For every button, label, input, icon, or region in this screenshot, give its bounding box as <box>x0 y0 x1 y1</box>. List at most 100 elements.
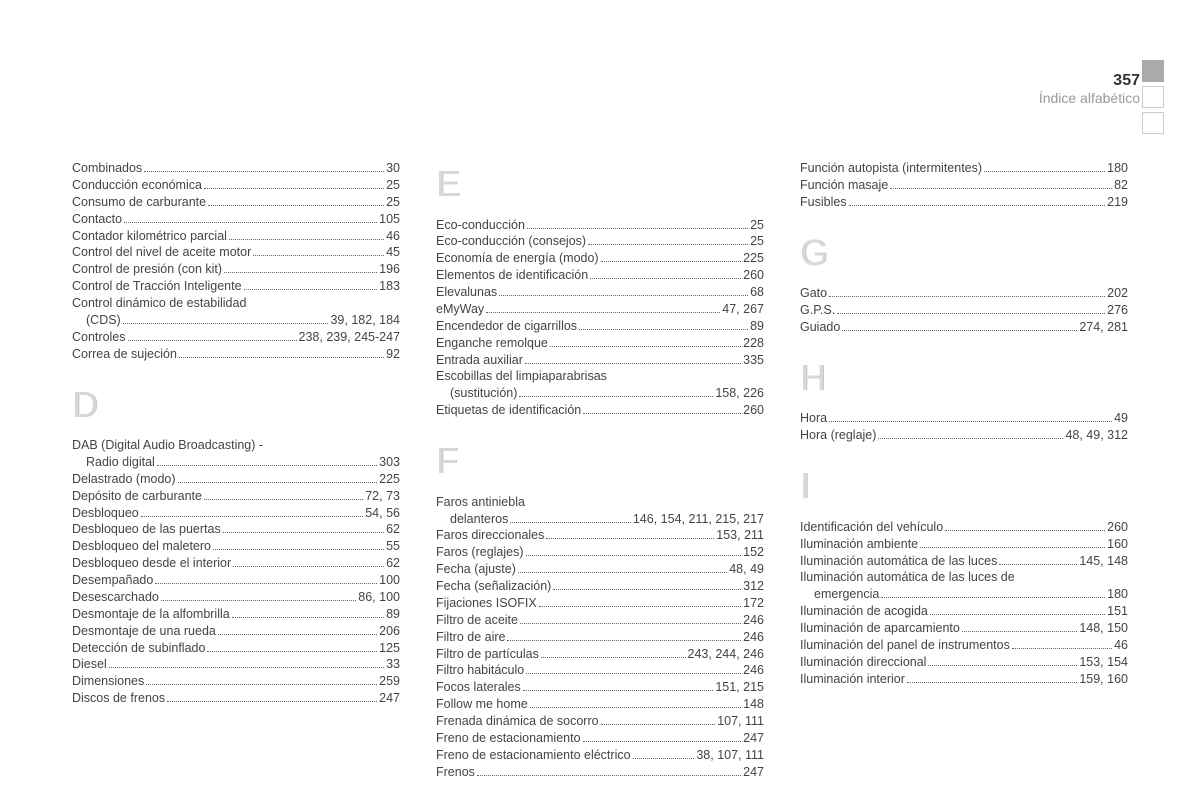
index-entry: (CDS)39, 182, 184 <box>72 312 400 329</box>
entry-dots <box>890 188 1112 189</box>
entry-label: Filtro habitáculo <box>436 662 524 679</box>
index-entry: Etiquetas de identificación260 <box>436 402 764 419</box>
index-entry: Control de Tracción Inteligente183 <box>72 278 400 295</box>
index-entry: Dimensiones259 <box>72 673 400 690</box>
entry-page: 247 <box>379 690 400 707</box>
entry-dots <box>526 673 741 674</box>
index-entry: Controles238, 239, 245-247 <box>72 329 400 346</box>
index-entry: DAB (Digital Audio Broadcasting) - <box>72 437 400 454</box>
entry-page: 38, 107, 111 <box>696 747 764 764</box>
entry-dots <box>157 465 377 466</box>
entry-label: Freno de estacionamiento <box>436 730 581 747</box>
index-entry: Desbloqueo del maletero55 <box>72 538 400 555</box>
page-header: 357 Índice alfabético <box>1039 72 1140 106</box>
entry-page: 25 <box>386 194 400 211</box>
entry-label: Faros direccionales <box>436 527 544 544</box>
index-entry: Filtro de aceite246 <box>436 612 764 629</box>
index-entry: Fijaciones ISOFIX172 <box>436 595 764 612</box>
index-entry: Desbloqueo desde el interior62 <box>72 555 400 572</box>
index-entry: Radio digital303 <box>72 454 400 471</box>
entry-page: 274, 281 <box>1079 319 1128 336</box>
index-entry: Fecha (ajuste)48, 49 <box>436 561 764 578</box>
entry-dots <box>486 312 720 313</box>
entry-label: Función masaje <box>800 177 888 194</box>
entry-page: 125 <box>379 640 400 657</box>
entry-page: 48, 49 <box>729 561 764 578</box>
entry-dots <box>541 657 686 658</box>
entry-page: 92 <box>386 346 400 363</box>
entry-dots <box>204 188 384 189</box>
index-entry: Iluminación del panel de instrumentos46 <box>800 637 1128 654</box>
index-entry: Frenada dinámica de socorro107, 111 <box>436 713 764 730</box>
entry-label: emergencia <box>814 586 879 603</box>
entry-dots <box>984 171 1105 172</box>
entry-page: 247 <box>743 764 764 781</box>
entry-page: 158, 226 <box>715 385 764 402</box>
entry-label: Iluminación automática de las luces <box>800 553 997 570</box>
entry-page: 196 <box>379 261 400 278</box>
index-entry: eMyWay47, 267 <box>436 301 764 318</box>
index-entry: delanteros146, 154, 211, 215, 217 <box>436 511 764 528</box>
entry-label: Gato <box>800 285 827 302</box>
index-entry: Freno de estacionamiento eléctrico38, 10… <box>436 747 764 764</box>
entry-dots <box>109 667 384 668</box>
index-entry: Correa de sujeción92 <box>72 346 400 363</box>
section-letter: F <box>436 437 764 486</box>
entry-page: 172 <box>743 595 764 612</box>
index-entry: Faros (reglajes)152 <box>436 544 764 561</box>
index-entry: Desempañado100 <box>72 572 400 589</box>
entry-page: 47, 267 <box>722 301 764 318</box>
entry-dots <box>930 614 1105 615</box>
entry-page: 72, 73 <box>365 488 400 505</box>
index-entry: Gato202 <box>800 285 1128 302</box>
page-title: Índice alfabético <box>1039 90 1140 106</box>
entry-label: Faros (reglajes) <box>436 544 524 561</box>
index-entry: Desmontaje de una rueda206 <box>72 623 400 640</box>
entry-page: 30 <box>386 160 400 177</box>
entry-page: 45 <box>386 244 400 261</box>
index-entry: Desescarchado 86, 100 <box>72 589 400 606</box>
index-entry: Consumo de carburante 25 <box>72 194 400 211</box>
entry-page: 86, 100 <box>358 589 400 606</box>
entry-dots <box>155 583 377 584</box>
entry-dots <box>920 547 1105 548</box>
entry-label: Frenada dinámica de socorro <box>436 713 599 730</box>
index-entry: Control de presión (con kit)196 <box>72 261 400 278</box>
entry-page: 54, 56 <box>365 505 400 522</box>
index-entry: Freno de estacionamiento 247 <box>436 730 764 747</box>
entry-dots <box>520 623 741 624</box>
entry-dots <box>208 205 384 206</box>
entry-dots <box>526 555 742 556</box>
entry-dots <box>477 775 741 776</box>
entry-page: 100 <box>379 572 400 589</box>
entry-label: Eco-conducción <box>436 217 525 234</box>
entry-dots <box>842 330 1077 331</box>
entry-page: 276 <box>1107 302 1128 319</box>
index-entry: Desbloqueo54, 56 <box>72 505 400 522</box>
entry-page: 148 <box>743 696 764 713</box>
entry-label: Consumo de carburante <box>72 194 206 211</box>
entry-dots <box>583 413 741 414</box>
index-column: Combinados30Conducción económica25Consum… <box>72 160 400 781</box>
entry-label: Desbloqueo del maletero <box>72 538 211 555</box>
entry-label: Desescarchado <box>72 589 159 606</box>
entry-dots <box>525 363 741 364</box>
index-entry: Control del nivel de aceite motor45 <box>72 244 400 261</box>
entry-label: Desmontaje de la alfombrilla <box>72 606 230 623</box>
entry-label: Enganche remolque <box>436 335 548 352</box>
entry-dots <box>144 171 384 172</box>
entry-dots <box>233 566 384 567</box>
entry-page: 160 <box>1107 536 1128 553</box>
entry-page: 247 <box>743 730 764 747</box>
index-entry: Desmontaje de la alfombrilla89 <box>72 606 400 623</box>
index-entry: Iluminación de acogida151 <box>800 603 1128 620</box>
entry-label: Contacto <box>72 211 122 228</box>
entry-dots <box>546 538 714 539</box>
entry-dots <box>928 665 1077 666</box>
entry-label: DAB (Digital Audio Broadcasting) - <box>72 437 263 454</box>
index-entry: Identificación del vehículo260 <box>800 519 1128 536</box>
entry-page: 225 <box>743 250 764 267</box>
index-entry: Delastrado (modo)225 <box>72 471 400 488</box>
entry-label: Follow me home <box>436 696 528 713</box>
entry-page: 62 <box>386 521 400 538</box>
